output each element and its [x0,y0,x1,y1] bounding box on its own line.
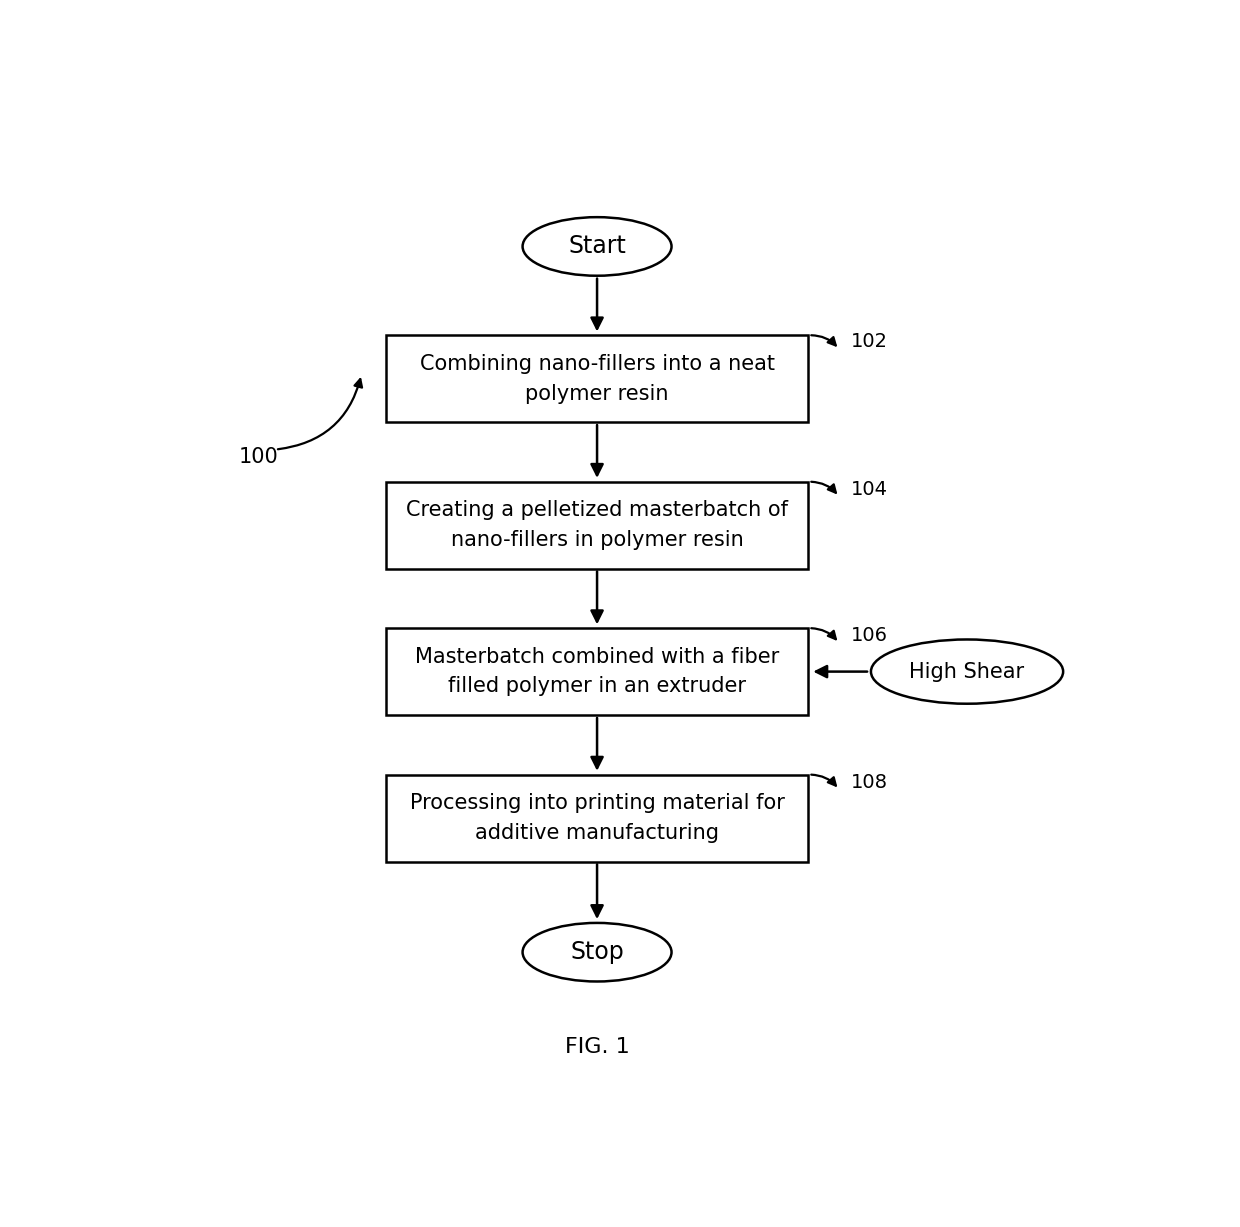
Text: Start: Start [568,234,626,259]
FancyBboxPatch shape [386,482,808,568]
FancyBboxPatch shape [386,628,808,715]
FancyBboxPatch shape [386,335,808,422]
Ellipse shape [870,639,1063,704]
Ellipse shape [522,923,672,982]
Text: 104: 104 [851,480,888,498]
Text: Processing into printing material for
additive manufacturing: Processing into printing material for ad… [409,793,785,843]
Text: 100: 100 [239,447,279,467]
Text: High Shear: High Shear [909,661,1024,681]
Text: 108: 108 [851,773,888,791]
Text: 102: 102 [851,333,888,351]
Text: Masterbatch combined with a fiber
filled polymer in an extruder: Masterbatch combined with a fiber filled… [415,647,779,697]
Ellipse shape [522,217,672,276]
Text: Stop: Stop [570,940,624,964]
Text: FIG. 1: FIG. 1 [564,1037,630,1056]
Text: Creating a pelletized masterbatch of
nano-fillers in polymer resin: Creating a pelletized masterbatch of nan… [405,501,789,550]
Text: 106: 106 [851,626,888,645]
Text: Combining nano-fillers into a neat
polymer resin: Combining nano-fillers into a neat polym… [419,353,775,404]
FancyBboxPatch shape [386,774,808,861]
